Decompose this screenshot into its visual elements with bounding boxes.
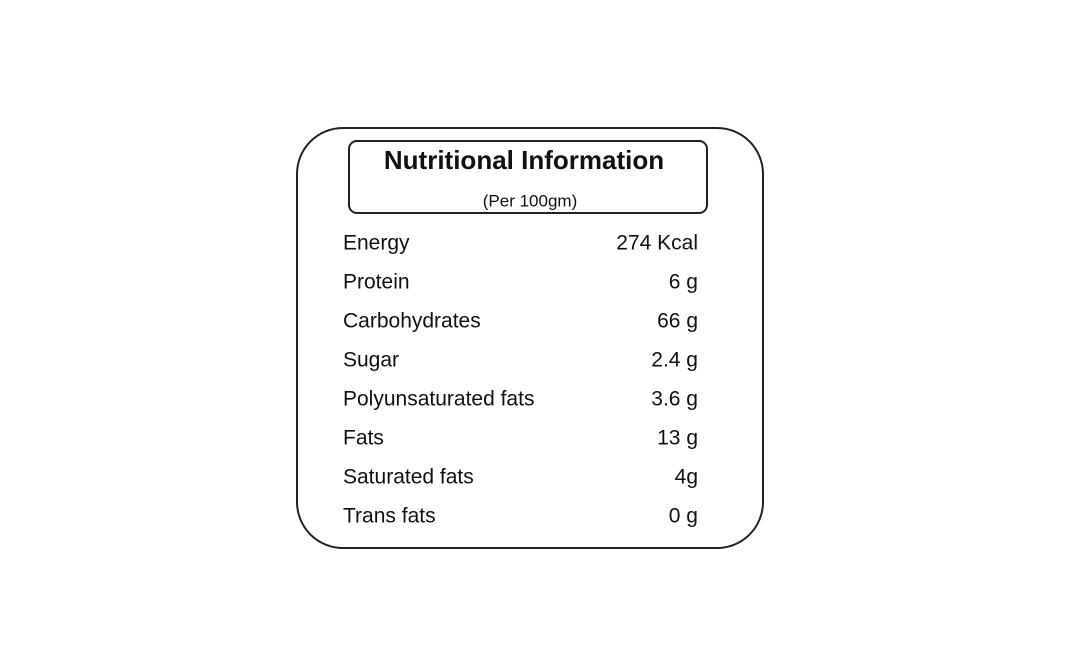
nutrient-name: Fats [343,427,384,450]
nutrient-name: Polyunsaturated fats [343,388,534,411]
nutrient-amount: 4g [675,466,698,489]
nutrient-name: Carbohydrates [343,310,481,333]
nutrient-name: Saturated fats [343,466,474,489]
nutrient-amount: 2.4 g [651,349,698,372]
title: Nutritional Information [384,145,664,175]
subtitle: (Per 100gm) [483,191,577,210]
nutrient-amount: 6 g [669,271,698,294]
nutrient-name: Sugar [343,349,399,372]
nutrient-name: Trans fats [343,505,436,528]
label-border [296,127,764,549]
nutrient-amount: 0 g [669,505,698,528]
nutrient-name: Energy [343,232,410,255]
nutrient-amount: 274 Kcal [616,232,698,255]
nutrient-amount: 3.6 g [651,388,698,411]
nutrient-name: Protein [343,271,410,294]
nutrient-amount: 66 g [657,310,698,333]
title-box [348,140,708,214]
nutrient-amount: 13 g [657,427,698,450]
